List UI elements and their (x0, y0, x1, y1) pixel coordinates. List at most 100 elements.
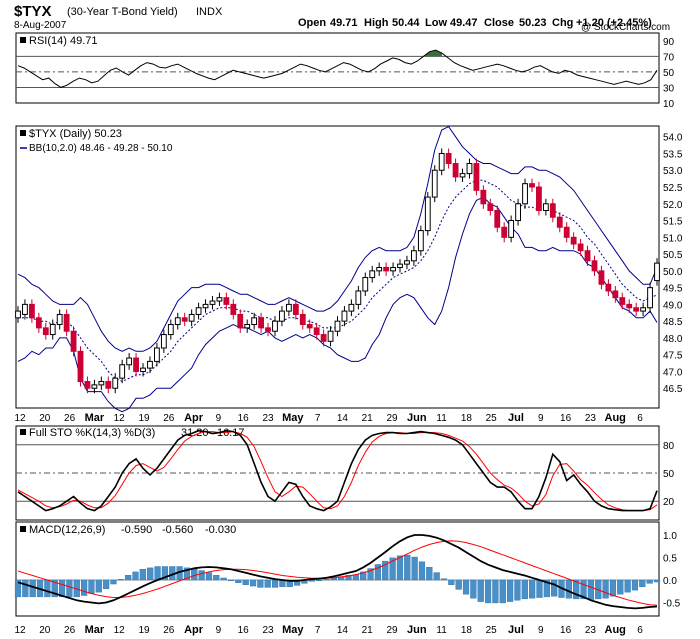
macd-hist-bar (617, 579, 624, 595)
candle-body (154, 347, 160, 362)
candle-body (216, 297, 223, 302)
macd-hist-bar (249, 579, 257, 587)
macd-hist-bar (587, 579, 595, 600)
candle-body (119, 364, 126, 379)
candle-body (320, 334, 327, 342)
high-label: High (364, 17, 389, 29)
rsi-overbought-fill (423, 50, 442, 57)
xtick-bottom-15: 29 (386, 625, 398, 636)
candle-body (501, 226, 508, 238)
candle-body (223, 297, 230, 305)
candle-body (98, 381, 105, 386)
candle-body (452, 163, 459, 178)
candle-body (77, 350, 84, 383)
candle-body (424, 196, 431, 232)
candle-body (140, 367, 146, 372)
symbol-title: $TYX (14, 3, 52, 20)
price-tick-54.0: 54.0 (663, 133, 683, 144)
xtick-top-18: 18 (461, 413, 473, 424)
sto-d-value: 16.17 (217, 427, 245, 439)
macd-hist-bar (631, 579, 639, 591)
macd-hist-bar (484, 579, 492, 604)
macd-legend-text: MACD(12,26,9) (29, 524, 105, 536)
candle-body (181, 317, 188, 322)
xtick-top-22: 16 (560, 413, 572, 424)
open-label: Open (298, 17, 326, 29)
bb-legend-text: BB(10,2.0) 48.46 - 49.28 - 50.10 (29, 143, 173, 154)
macd-hist-bar (103, 579, 110, 589)
macd-hist-bar (213, 575, 220, 581)
xtick-bottom-24: Aug (605, 624, 626, 636)
macd-hist-bar (521, 579, 528, 600)
price-tick-50.0: 50.0 (663, 267, 683, 278)
xtick-bottom-2: 26 (64, 625, 76, 636)
macd-hist-bar (183, 567, 191, 581)
macd-hist-bar (271, 579, 279, 588)
macd-hist-bar (323, 579, 330, 581)
xtick-top-10: 23 (262, 413, 274, 424)
candle-body (397, 263, 403, 268)
chart-date: 8-Aug-2007 (14, 20, 67, 31)
macd-hist-bar (110, 579, 117, 585)
macd-hist-bar (646, 579, 653, 584)
candle-body (515, 203, 521, 222)
macd-panel (15, 521, 660, 617)
candle-body (327, 330, 334, 342)
macd-hist-bar (139, 569, 146, 581)
macd-hist-bar (543, 579, 550, 598)
xtick-top-3: Mar (85, 412, 105, 424)
xtick-bottom-21: 9 (538, 625, 544, 636)
macd-hist-bar (316, 579, 323, 582)
xtick-top-14: 21 (362, 413, 374, 424)
sto-legend-text: Full STO %K(14,3) %D(3) (29, 427, 155, 439)
candle-body (508, 220, 515, 238)
price-tick-49.5: 49.5 (663, 284, 683, 295)
xtick-top-11: May (282, 412, 304, 424)
macd-hist-bar (22, 579, 29, 598)
candle-body (480, 189, 487, 205)
macd-hist-bar (14, 579, 22, 598)
candle-body (265, 327, 271, 332)
macd-hist-bar (529, 579, 536, 599)
candle-body (63, 313, 70, 332)
rsi-legend: RSI(14) 49.71 (20, 35, 97, 47)
xtick-top-25: 6 (637, 413, 643, 424)
macd-hist-bar (624, 579, 631, 593)
candle-body (431, 169, 438, 198)
candle-body (133, 357, 139, 372)
candle-body (56, 313, 63, 326)
macd-hist-bar (367, 568, 374, 581)
xtick-top-15: 29 (386, 413, 398, 424)
macd-hist-bar (198, 570, 205, 581)
candle-body (334, 320, 341, 332)
macd-tick-1.0: 1.0 (663, 531, 677, 542)
macd-hist-bar (573, 579, 580, 600)
bb-lower-line (17, 196, 658, 413)
candle-body (577, 243, 584, 252)
macd-hist-bar (565, 579, 572, 599)
macd-hist-bar (440, 578, 448, 581)
xtick-top-5: 19 (138, 413, 150, 424)
macd-hist-bar (235, 579, 242, 583)
candle-body (174, 317, 181, 326)
macd-value: -0.590 (121, 524, 152, 536)
sto-legend-swatch (20, 429, 26, 435)
candle-body (619, 297, 626, 305)
candle-body (341, 310, 348, 322)
macd-hist-bar (147, 567, 154, 581)
xtick-top-20: Jul (508, 412, 524, 424)
price-legend-swatch (20, 130, 26, 136)
xtick-top-2: 26 (64, 413, 76, 424)
xtick-bottom-23: 23 (585, 625, 597, 636)
macd-signal-value: -0.560 (162, 524, 193, 536)
xtick-top-8: 9 (216, 413, 222, 424)
xtick-bottom-16: Jun (407, 624, 427, 636)
macd-hist-bar (470, 579, 477, 599)
candle-body (647, 287, 653, 309)
candle-body (563, 226, 570, 238)
sto-tick-50: 50 (663, 469, 675, 480)
candle-body (251, 317, 258, 326)
xtick-bottom-25: 6 (637, 625, 643, 636)
candle-body (70, 330, 77, 352)
